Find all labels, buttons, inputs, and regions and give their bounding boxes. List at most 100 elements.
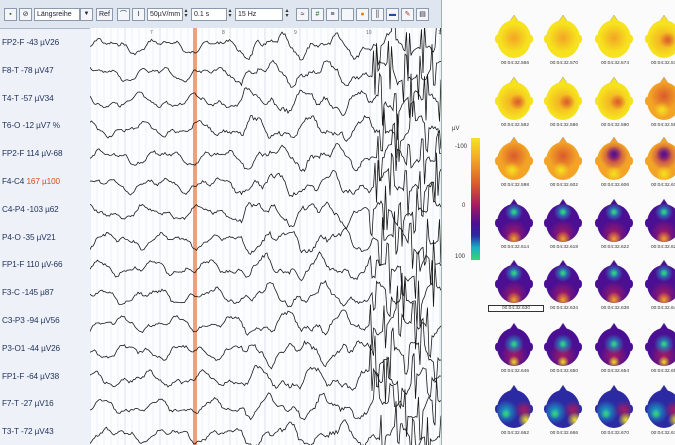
channel-label[interactable]: F4-C4 167 µ100 bbox=[2, 177, 60, 186]
potential-region bbox=[549, 142, 577, 170]
topography-map-cell[interactable]: 00:04:32.654 bbox=[590, 318, 638, 374]
amplitude-icon[interactable]: I bbox=[132, 8, 145, 21]
montage-edit-icon[interactable]: ≈ bbox=[296, 8, 309, 21]
channel-label[interactable]: FP2-F -43 µV26 bbox=[2, 38, 59, 47]
potential-region bbox=[660, 269, 668, 277]
time-cursor[interactable] bbox=[193, 28, 197, 445]
topography-map-cell[interactable]: 00:04:32.650 bbox=[539, 318, 587, 374]
potential-region bbox=[656, 166, 672, 180]
topography-map-cell[interactable]: 00:04:32.598 bbox=[490, 132, 538, 188]
eeg-trace bbox=[90, 371, 441, 441]
lamp-icon[interactable]: ● bbox=[356, 8, 369, 21]
time-constant-spinner[interactable]: ▴ ▾ bbox=[228, 8, 232, 19]
channel-name: F8-T bbox=[2, 65, 19, 75]
channel-name: FP2-F bbox=[2, 149, 25, 159]
grid-icon[interactable]: # bbox=[311, 8, 324, 21]
eeg-trace bbox=[90, 181, 441, 247]
channel-list-icon[interactable]: ≡ bbox=[326, 8, 339, 21]
montage-select[interactable]: Längsreihe bbox=[34, 8, 80, 21]
topography-map-cell[interactable]: 00:04:32.670 bbox=[590, 380, 638, 436]
channel-name: F4-C4 bbox=[2, 177, 25, 186]
topography-map-cell[interactable]: 00:04:32.646 bbox=[490, 318, 538, 374]
potential-region bbox=[664, 400, 675, 420]
annotate-icon[interactable]: ✎ bbox=[401, 8, 414, 21]
waveform-icon[interactable]: ⌒ bbox=[117, 8, 130, 21]
topography-map-cell[interactable]: 00:04:32.594 bbox=[640, 72, 675, 128]
topography-map-cell[interactable]: 00:04:32.602 bbox=[539, 132, 587, 188]
potential-region bbox=[618, 412, 631, 428]
channel-label[interactable]: P4-O -35 µV21 bbox=[2, 233, 56, 242]
topography-timestamp: 00:04:32.598 bbox=[500, 183, 529, 188]
channel-value-unit: µV26 bbox=[40, 38, 60, 47]
channel-label[interactable]: T6-O -12 µV7 % bbox=[2, 121, 60, 130]
topography-map-cell[interactable]: 00:04:32.642 bbox=[640, 255, 675, 311]
topography-map-cell[interactable]: 00:04:32.566 bbox=[490, 10, 538, 66]
potential-region bbox=[651, 409, 661, 419]
sensitivity-field[interactable]: 50µV/mm bbox=[147, 8, 183, 21]
channel-value-unit: µV47 bbox=[34, 65, 54, 75]
document-icon[interactable]: ▤ bbox=[416, 8, 429, 21]
topography-map-cell[interactable]: 00:04:32.610 bbox=[640, 132, 675, 188]
topography-map-cell[interactable]: 00:04:32.666 bbox=[539, 380, 587, 436]
channel-name: P3-O1 bbox=[2, 343, 26, 353]
channel-name: T6-O bbox=[2, 121, 21, 131]
topography-timestamp: 00:04:32.574 bbox=[600, 61, 629, 66]
potential-region bbox=[610, 208, 618, 216]
eeg-viewer-window: ▪ ⊘ Längsreihe ▼ Ref ⌒ I 50µV/mm ▴ ▾ 0.1 … bbox=[0, 0, 442, 445]
topography-map-cell[interactable]: 00:04:32.662 bbox=[490, 380, 538, 436]
eeg-trace bbox=[90, 285, 441, 359]
eeg-trace-area[interactable]: 7 8 9 10 11 bbox=[90, 28, 441, 445]
potential-region bbox=[656, 292, 672, 303]
channel-label[interactable]: C4-P4 -103 µ62 bbox=[2, 205, 59, 214]
topography-map-cell[interactable]: 00:04:32.574 bbox=[590, 10, 638, 66]
channel-label[interactable]: P3-O1 -44 µV26 bbox=[2, 344, 60, 353]
channel-value: 167 bbox=[26, 177, 40, 186]
channel-label[interactable]: FP2-F 114 µV-68 bbox=[2, 149, 63, 159]
columns-icon[interactable]: ║ bbox=[371, 8, 384, 21]
potential-region bbox=[660, 340, 668, 348]
topography-map-cell[interactable]: 00:04:32.674 bbox=[640, 380, 675, 436]
channel-label[interactable]: T4-T -57 µV34 bbox=[2, 94, 54, 103]
channel-label[interactable]: F7-T -27 µV16 bbox=[2, 399, 54, 408]
channel-label[interactable]: T3-T -72 µV43 bbox=[2, 427, 54, 436]
sensitivity-spinner[interactable]: ▴ ▾ bbox=[184, 8, 188, 19]
topography-map-cell[interactable]: 00:04:32.634 bbox=[539, 255, 587, 311]
channel-label[interactable]: FP1-F -64 µV38 bbox=[2, 372, 59, 381]
topography-map-cell[interactable]: 00:04:32.630 bbox=[488, 255, 544, 312]
topography-map-cell[interactable]: 00:04:32.570 bbox=[539, 10, 587, 66]
topography-map-cell[interactable]: 00:04:32.658 bbox=[640, 318, 675, 374]
topography-map-cell[interactable]: 00:04:32.578 bbox=[640, 10, 675, 66]
potential-region bbox=[549, 24, 577, 52]
topography-map-cell[interactable]: 00:04:32.618 bbox=[539, 194, 587, 250]
scalp-map bbox=[544, 76, 582, 120]
filter-spinner[interactable]: ▴ ▾ bbox=[285, 8, 289, 19]
no-entry-icon[interactable]: ⊘ bbox=[19, 8, 32, 21]
time-constant-field[interactable]: 0.1 s bbox=[191, 8, 227, 21]
potential-region bbox=[557, 356, 569, 366]
topography-map-cell[interactable]: 00:04:32.606 bbox=[590, 132, 638, 188]
topography-map-cell[interactable]: 00:04:32.582 bbox=[490, 72, 538, 128]
channel-label[interactable]: FP1-F 110 µV-66 bbox=[2, 260, 63, 269]
channel-label[interactable]: F8-T -78 µV47 bbox=[2, 66, 54, 75]
reference-button[interactable]: Ref bbox=[96, 8, 113, 21]
channel-label[interactable]: F3-C -145 µ87 bbox=[2, 288, 54, 297]
filter-field[interactable]: 15 Hz bbox=[235, 8, 283, 21]
topography-map-cell[interactable]: 00:04:32.638 bbox=[590, 255, 638, 311]
channel-label[interactable]: C3-P3 -94 µV56 bbox=[2, 316, 60, 325]
channel-value-unit: µ87 bbox=[40, 288, 54, 298]
topography-map-cell[interactable]: 00:04:32.622 bbox=[590, 194, 638, 250]
montage-dropdown-arrow-icon[interactable]: ▼ bbox=[80, 8, 93, 21]
topography-timestamp: 00:04:32.650 bbox=[549, 369, 578, 374]
topography-map-cell[interactable]: 00:04:32.590 bbox=[590, 72, 638, 128]
potential-region bbox=[510, 269, 518, 277]
record-icon[interactable]: ▪ bbox=[4, 8, 17, 21]
blank-icon[interactable] bbox=[341, 8, 354, 21]
topography-map-cell[interactable]: 00:04:32.626 bbox=[640, 194, 675, 250]
topography-map-cell[interactable]: 00:04:32.614 bbox=[490, 194, 538, 250]
topography-timestamp: 00:04:32.670 bbox=[600, 431, 629, 436]
topography-map-cell[interactable]: 00:04:32.586 bbox=[539, 72, 587, 128]
eeg-traces[interactable]: 7 8 9 10 11 bbox=[90, 28, 441, 445]
camera-icon[interactable]: ▬ bbox=[386, 8, 399, 21]
scalp-map bbox=[645, 259, 675, 303]
scalp-map bbox=[495, 76, 533, 120]
